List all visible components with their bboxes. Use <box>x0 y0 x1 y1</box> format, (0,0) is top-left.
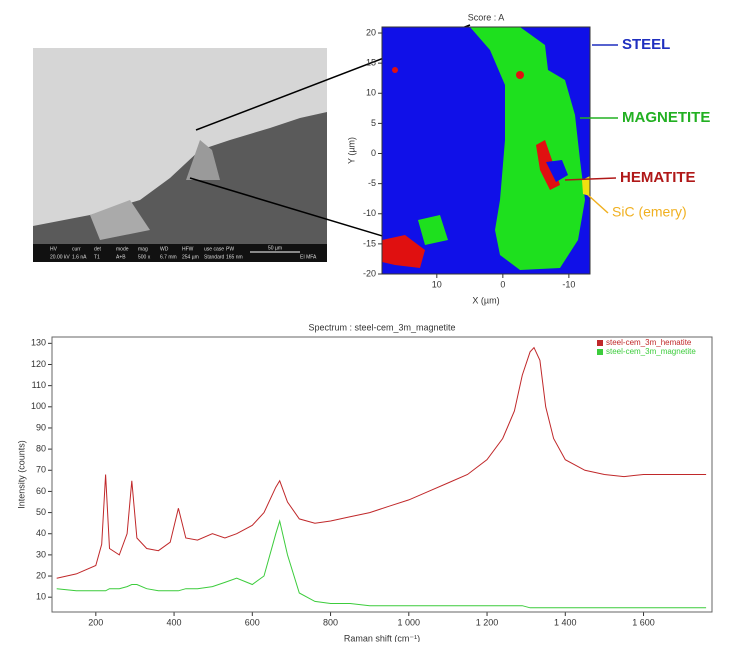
annotation: SiC (emery) <box>612 204 687 220</box>
x-axis-label: X (µm) <box>472 295 499 305</box>
series-line <box>57 521 706 608</box>
y-tick-label: -10 <box>363 208 376 218</box>
x-axis-label: Raman shift (cm⁻¹) <box>344 633 420 642</box>
sem-info: T1 <box>94 254 100 260</box>
sem-scale: 50 µm <box>268 245 282 251</box>
x-tick-label: -10 <box>562 279 575 289</box>
y-tick-label: 15 <box>366 58 376 68</box>
y-tick-label: 110 <box>32 380 46 390</box>
y-axis-label: Y (µm) <box>346 137 356 164</box>
sem-info: curr <box>72 246 81 252</box>
sem-info: HFW <box>182 246 194 252</box>
y-tick-label: 40 <box>36 528 46 538</box>
y-tick-label: -5 <box>368 178 376 188</box>
sem-info: 1.6 nA <box>72 254 87 260</box>
y-tick-label: 10 <box>366 88 376 98</box>
legend-swatch <box>597 340 603 346</box>
y-tick-label: 60 <box>36 486 46 496</box>
sem-info: PW <box>226 246 234 252</box>
x-tick-label: 10 <box>432 279 442 289</box>
x-tick-label: 800 <box>323 617 338 627</box>
x-tick-label: 0 <box>500 279 505 289</box>
annotation: HEMATITE <box>620 169 696 186</box>
y-tick-label: 130 <box>31 338 46 348</box>
map-image <box>382 27 590 274</box>
sem-info: 254 µm <box>182 254 199 260</box>
sem-info: mode <box>116 246 129 252</box>
sem-info: A+B <box>116 254 126 260</box>
y-tick-label: 30 <box>36 549 46 559</box>
y-tick-label: 120 <box>31 359 46 369</box>
sem-image <box>33 48 327 262</box>
y-tick-label: 5 <box>371 118 376 128</box>
y-tick-label: 20 <box>36 570 46 580</box>
y-tick-label: 100 <box>31 401 46 411</box>
sem-info: det <box>94 246 102 252</box>
hematite-region <box>392 67 398 73</box>
hematite-region <box>516 71 524 79</box>
y-tick-label: -15 <box>363 238 376 248</box>
sem-info: mag <box>138 246 148 252</box>
chart-title: Spectrum : steel-cem_3m_magnetite <box>308 322 455 332</box>
sem-lab: EI MFA <box>300 254 317 260</box>
x-tick-label: 1 400 <box>554 617 577 627</box>
annotation: MAGNETITE <box>622 109 710 126</box>
x-tick-label: 200 <box>88 617 103 627</box>
y-tick-label: -20 <box>363 268 376 278</box>
x-tick-label: 1 000 <box>398 617 421 627</box>
sem-info: HV <box>50 246 58 252</box>
y-axis-label: Intensity (counts) <box>16 440 26 509</box>
y-tick-label: 90 <box>36 422 46 432</box>
x-tick-label: 600 <box>245 617 260 627</box>
series-line <box>57 348 706 579</box>
y-tick-label: 0 <box>371 148 376 158</box>
legend-swatch <box>597 349 603 355</box>
x-tick-label: 1 200 <box>476 617 499 627</box>
figure: HVcurrdetmodemagWDHFWuse casePW20.00 kV1… <box>0 0 730 642</box>
sem-info: 20.00 kV <box>50 254 70 260</box>
plot-frame <box>52 337 712 612</box>
annotation-arrow <box>588 195 608 213</box>
legend-label: steel-cem_3m_magnetite <box>606 347 696 356</box>
sem-info: use case <box>204 246 224 252</box>
chart-title: Score : A <box>468 12 505 22</box>
y-tick-label: 50 <box>36 507 46 517</box>
legend-label: steel-cem_3m_hematite <box>606 338 692 347</box>
sem-info: 165 nm <box>226 254 243 260</box>
sem-info: 500 x <box>138 254 151 260</box>
annotation: STEEL <box>622 36 670 53</box>
x-tick-label: 400 <box>167 617 182 627</box>
y-tick-label: 80 <box>36 443 46 453</box>
sem-info: WD <box>160 246 169 252</box>
sem-info: 6.7 mm <box>160 254 177 260</box>
sem-info: Standard <box>204 254 225 260</box>
y-tick-label: 10 <box>36 592 46 602</box>
y-tick-label: 20 <box>366 27 376 37</box>
y-tick-label: 70 <box>36 465 46 475</box>
x-tick-label: 1 600 <box>632 617 655 627</box>
